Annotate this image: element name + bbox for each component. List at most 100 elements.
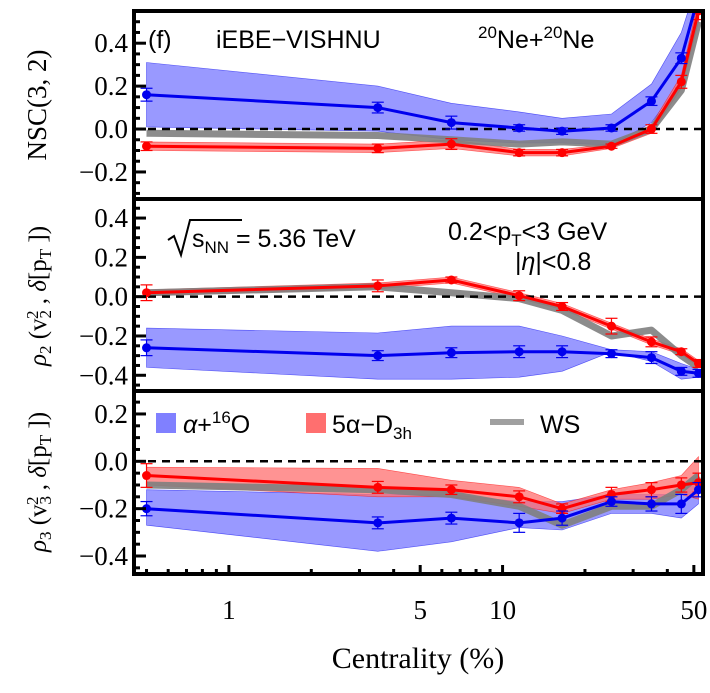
legend-d3h-sub: 3h	[393, 424, 412, 443]
point-nsc32	[446, 139, 456, 149]
point-rho2	[142, 343, 152, 353]
y-axis-label-rho3: ρ3 (v32 , δ[pT ])	[23, 412, 55, 553]
pt-cut-b: <3 GeV	[522, 218, 608, 246]
point-nsc32	[676, 53, 686, 63]
point-rho3	[373, 518, 383, 528]
pt-cut-label: 0.2<pT<3 GeV	[448, 218, 607, 250]
y-tick-label-rho2: 0.2	[94, 242, 128, 272]
point-rho3	[514, 518, 524, 528]
point-rho2	[557, 301, 567, 311]
pt-cut-sub: T	[511, 231, 521, 250]
energy-s: s	[192, 225, 205, 253]
point-rho2	[676, 347, 686, 357]
legend-alpha-plus: +	[197, 411, 212, 439]
eta-cut-b: |<0.8	[535, 248, 591, 276]
panel-frame-rho3	[132, 389, 705, 576]
point-nsc32	[373, 143, 383, 153]
point-rho3	[142, 504, 152, 514]
panel-tag: (f)	[148, 26, 172, 54]
point-rho3	[676, 499, 686, 509]
y-tick-label-nsc32: 0.2	[94, 71, 128, 101]
y-tick-label-rho2: 0.0	[94, 282, 128, 312]
y-axis-label-nsc32: NSC(3, 2)	[22, 49, 52, 160]
point-rho2	[606, 321, 616, 331]
y-tick-label-rho3: 0.2	[94, 399, 128, 429]
system-nucleus-a: Ne+	[497, 26, 544, 54]
point-rho3	[514, 492, 524, 502]
point-rho3	[557, 513, 567, 523]
point-rho2	[373, 281, 383, 291]
point-nsc32	[676, 77, 686, 87]
point-rho3	[606, 497, 616, 507]
system-label: 20Ne+20Ne	[478, 23, 594, 54]
svg-text:sNN = 5.36 TeV: sNN = 5.36 TeV	[192, 225, 356, 257]
eta-cut-a: |	[515, 248, 522, 276]
y-tick-label-rho3: 0.0	[94, 446, 128, 476]
point-nsc32	[514, 123, 524, 133]
y-tick-label-rho2: 0.4	[94, 203, 128, 233]
point-rho2	[606, 349, 616, 359]
x-tick-label: 10	[489, 595, 516, 625]
point-rho2	[514, 347, 524, 357]
legend-label-alpha-o16: α+16O	[183, 408, 250, 439]
pt-cut-a: 0.2<p	[448, 218, 511, 246]
point-nsc32	[557, 148, 567, 158]
point-rho2	[676, 366, 686, 376]
point-nsc32	[514, 148, 524, 158]
panel-plot-area	[134, 11, 703, 158]
point-nsc32	[606, 123, 616, 133]
point-rho3	[373, 482, 383, 492]
point-rho2	[446, 348, 456, 358]
point-rho3	[646, 485, 656, 495]
legend-5alpha: 5α−D	[332, 411, 393, 439]
point-nsc32	[557, 126, 567, 136]
y-tick-label-nsc32: 0.0	[94, 114, 128, 144]
panel-plot-area	[134, 455, 703, 552]
y-tick-label-rho2: −0.2	[79, 321, 128, 351]
x-axis-label: Centrality (%)	[332, 642, 504, 675]
point-rho2	[514, 291, 524, 301]
panel-nsc32: −0.2 0.0 0.2 0.4	[79, 9, 705, 201]
panel-rho2: −0.4 −0.2 0.0 0.2 0.4	[79, 197, 705, 393]
legend-o: O	[231, 411, 250, 439]
point-rho2	[373, 351, 383, 361]
point-rho3	[676, 480, 686, 490]
x-tick-label: 1	[222, 595, 236, 625]
point-rho2	[557, 347, 567, 357]
y-tick-label-nsc32: 0.4	[94, 28, 128, 58]
point-rho2	[446, 275, 456, 285]
legend-alpha: α	[183, 411, 198, 439]
point-rho2	[142, 288, 152, 298]
point-nsc32	[606, 141, 616, 151]
y-tick-label-rho2: −0.4	[79, 360, 128, 390]
point-nsc32	[142, 141, 152, 151]
legend-o-mass: 16	[212, 408, 231, 427]
point-nsc32	[142, 90, 152, 100]
point-nsc32	[646, 96, 656, 106]
energy-sub: NN	[205, 238, 230, 257]
y-tick-label-rho3: −0.2	[79, 494, 128, 524]
point-rho2	[694, 368, 703, 378]
y-tick-label-nsc32: −0.2	[79, 157, 128, 187]
point-rho3	[446, 513, 456, 523]
band-nsc32-α+16O	[146, 11, 699, 146]
y-axis-label-rho2: ρ2 (v22 , δ[pT ])	[23, 226, 55, 367]
legend: α+16O 5α−D3h WS	[156, 408, 580, 443]
panel-rho3: −0.4 −0.2 0.0 0.2	[79, 389, 705, 576]
model-label: iEBE−VISHNU	[216, 26, 381, 54]
eta-cut-eta: η	[522, 248, 536, 276]
legend-swatch-alpha-o16	[156, 413, 176, 433]
system-mass-b: 20	[543, 23, 562, 42]
point-nsc32	[373, 103, 383, 113]
eta-cut-label: |η|<0.8	[515, 248, 591, 276]
x-tick-labels: 1 5 10 50	[145, 565, 707, 625]
system-mass-a: 20	[478, 23, 497, 42]
y-tick-label-rho3: −0.4	[79, 541, 128, 571]
x-tick-label: 5	[413, 595, 427, 625]
energy-label: sNN = 5.36 TeV	[167, 219, 356, 259]
energy-value: = 5.36 TeV	[229, 225, 356, 253]
x-tick-label: 50	[680, 595, 707, 625]
line-nsc32-ws	[146, 20, 702, 148]
system-nucleus-b: Ne	[562, 26, 594, 54]
